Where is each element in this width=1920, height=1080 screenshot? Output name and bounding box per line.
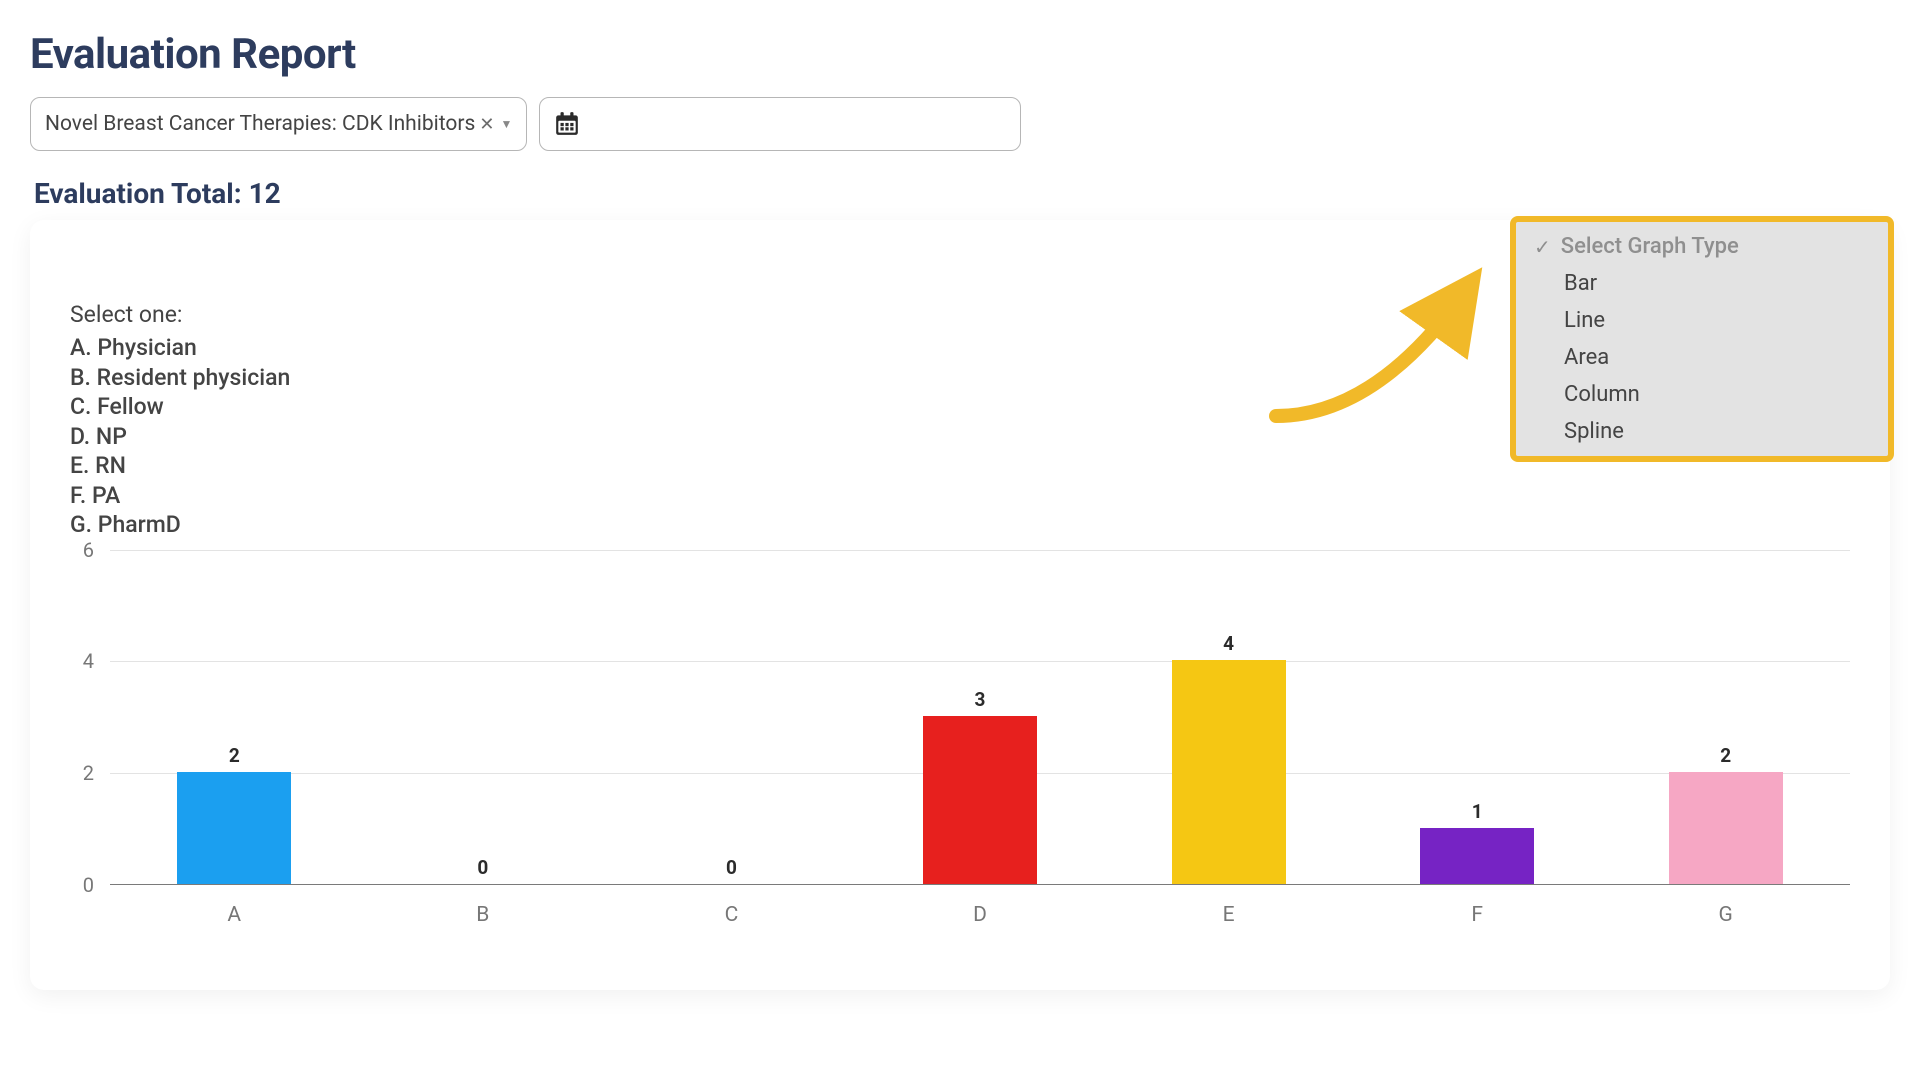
gridline [110, 550, 1850, 551]
bar-value-label: 0 [426, 856, 540, 879]
graph-type-option[interactable]: Area [1516, 339, 1888, 376]
chart-area: 0246 2003412 ABCDEFG [70, 550, 1850, 980]
y-tick-label: 6 [70, 538, 94, 562]
course-select-value: Novel Breast Cancer Therapies: CDK Inhib… [45, 112, 475, 136]
graph-type-header: ✓ Select Graph Type [1516, 228, 1888, 265]
x-tick-label: G [1669, 903, 1783, 927]
bar-value-label: 1 [1420, 800, 1534, 823]
chart-bar[interactable]: 3 [923, 716, 1037, 884]
graph-type-dropdown[interactable]: ✓ Select Graph Type BarLineAreaColumnSpl… [1510, 216, 1894, 462]
page-title: Evaluation Report [30, 30, 1890, 79]
evaluation-total: Evaluation Total: 12 [34, 177, 1890, 210]
graph-type-option[interactable]: Spline [1516, 413, 1888, 450]
evaluation-total-label: Evaluation Total: [34, 177, 242, 210]
legend-line: G. PharmD [70, 510, 1850, 539]
graph-type-option[interactable]: Column [1516, 376, 1888, 413]
graph-type-option[interactable]: Bar [1516, 265, 1888, 302]
clear-icon[interactable]: ✕ [479, 114, 494, 135]
chart-plot: 2003412 [110, 550, 1850, 885]
y-tick-label: 4 [70, 649, 94, 673]
x-tick-label: F [1420, 903, 1534, 927]
x-tick-label: D [923, 903, 1037, 927]
date-range-select[interactable] [539, 97, 1021, 151]
check-icon: ✓ [1534, 235, 1551, 259]
bar-value-label: 2 [177, 744, 291, 767]
bar-value-label: 2 [1669, 744, 1783, 767]
bar-value-label: 3 [923, 688, 1037, 711]
graph-type-header-label: Select Graph Type [1561, 234, 1739, 259]
legend-line: F. PA [70, 481, 1850, 510]
y-tick-label: 0 [70, 873, 94, 897]
x-tick-label: B [426, 903, 540, 927]
x-tick-label: E [1172, 903, 1286, 927]
course-select[interactable]: Novel Breast Cancer Therapies: CDK Inhib… [30, 97, 527, 151]
y-axis: 0246 [70, 550, 98, 885]
graph-type-option[interactable]: Line [1516, 302, 1888, 339]
filter-row: Novel Breast Cancer Therapies: CDK Inhib… [30, 97, 1890, 151]
x-tick-label: C [674, 903, 788, 927]
chart-bar[interactable]: 4 [1172, 660, 1286, 883]
y-tick-label: 2 [70, 761, 94, 785]
evaluation-total-value: 12 [249, 177, 281, 210]
chart-bar[interactable]: 2 [1669, 772, 1783, 884]
chevron-down-icon: ▼ [500, 117, 512, 131]
bar-value-label: 0 [674, 856, 788, 879]
bar-value-label: 4 [1172, 632, 1286, 655]
chart-bar[interactable]: 2 [177, 772, 291, 884]
chart-bar[interactable]: 1 [1420, 828, 1534, 884]
gridline [110, 661, 1850, 662]
x-tick-label: A [177, 903, 291, 927]
x-axis-labels: A B C D E F G [110, 885, 1850, 945]
calendar-icon [554, 111, 580, 137]
